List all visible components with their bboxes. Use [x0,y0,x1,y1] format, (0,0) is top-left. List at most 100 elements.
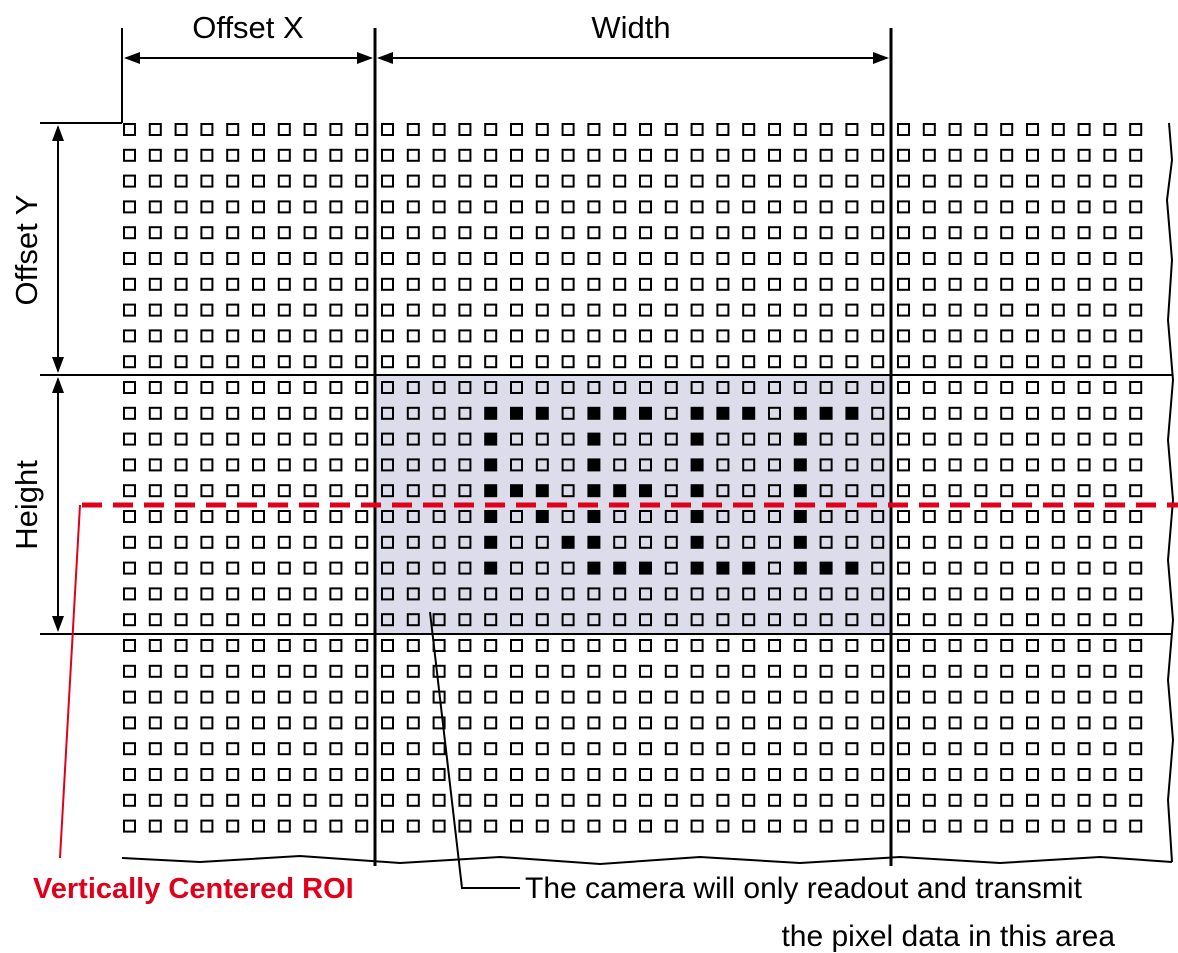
sensor-pixel [329,484,343,498]
sensor-pixel [1026,742,1039,756]
roi-pixel [561,458,575,472]
sensor-pixel [948,200,962,214]
sensor-pixel [768,329,781,343]
active-pixel [613,561,627,575]
roi-pixel [535,561,549,575]
sensor-pixel [123,742,136,756]
sensor-pixel [922,123,936,136]
sensor-pixel [1129,793,1143,807]
sensor-pixel [148,716,162,730]
sensor-pixel [793,690,807,704]
sensor-pixel [922,664,936,678]
sensor-pixel [303,613,317,627]
roi-pixel [406,587,420,601]
sensor-pixel [845,226,859,240]
sensor-pixel [432,226,446,240]
sensor-pixel [922,329,936,343]
sensor-pixel [123,148,136,162]
sensor-pixel [871,819,885,833]
sensor-pixel [664,252,678,265]
sensor-pixel [1000,458,1014,472]
sensor-pixel [639,690,652,704]
active-pixel [484,458,498,472]
active-pixel [819,561,833,575]
sensor-pixel [355,381,369,394]
sensor-pixel [1103,252,1117,265]
roi-pixel [406,381,420,394]
sensor-pixel [355,768,369,781]
roi-pixel [819,535,833,549]
sensor-pixel [948,303,962,317]
sensor-pixel [148,613,162,627]
roi-pixel [639,535,652,549]
sensor-pixel [329,432,343,446]
roi-pixel [871,535,885,549]
sensor-pixel [1077,742,1091,756]
sensor-pixel [1103,639,1117,652]
roi-pixel [742,613,756,627]
roi-pixel [535,432,549,446]
active-pixel [587,561,601,575]
sensor-pixel [329,458,343,472]
roi-pixel [432,561,446,575]
roi-pixel [458,406,472,420]
sensor-pixel [148,639,162,652]
sensor-pixel [510,252,523,265]
roi-pixel [664,510,678,523]
sensor-pixel [484,277,498,291]
sensor-pixel [1026,406,1039,420]
sensor-pixel [123,793,136,807]
sensor-pixel [690,252,704,265]
sensor-pixel [948,742,962,756]
sensor-pixel [639,819,652,833]
sensor-pixel [1077,716,1091,730]
sensor-pixel [1129,510,1143,523]
roi-pixel [742,432,756,446]
sensor-pixel [174,690,188,704]
sensor-pixel [303,690,317,704]
sensor-pixel [329,690,343,704]
sensor-pixel [871,174,885,188]
roi-pixel [484,613,498,627]
roi-pixel [406,561,420,575]
roi-pixel [664,432,678,446]
active-pixel [639,406,652,420]
sensor-pixel [484,123,498,136]
sensor-pixel [432,329,446,343]
roi-pixel [432,458,446,472]
sensor-pixel [716,252,730,265]
sensor-pixel [613,664,627,678]
roi-pixel [664,381,678,394]
sensor-pixel [793,252,807,265]
sensor-pixel [252,510,265,523]
sensor-pixel [200,768,214,781]
sensor-pixel [484,226,498,240]
active-pixel [716,561,730,575]
sensor-pixel [613,148,627,162]
active-pixel [690,535,704,549]
sensor-pixel [1077,458,1091,472]
sensor-pixel [793,174,807,188]
sensor-pixel [690,174,704,188]
sensor-pixel [123,613,136,627]
sensor-pixel [329,768,343,781]
sensor-pixel [381,690,394,704]
sensor-pixel [226,303,240,317]
sensor-pixel [1051,200,1065,214]
sensor-pixel [1000,535,1014,549]
sensor-pixel [1129,329,1143,343]
sensor-pixel [1026,510,1039,523]
sensor-pixel [252,458,265,472]
roi-pixel [768,381,781,394]
sensor-pixel [148,329,162,343]
roi-pixel [768,484,781,498]
sensor-pixel [252,742,265,756]
active-pixel [587,406,601,420]
sensor-pixel [355,252,369,265]
sensor-pixel [1129,381,1143,394]
sensor-pixel [768,174,781,188]
roi-pixel [561,561,575,575]
sensor-pixel [974,639,988,652]
sensor-pixel [768,355,781,369]
sensor-pixel [845,690,859,704]
